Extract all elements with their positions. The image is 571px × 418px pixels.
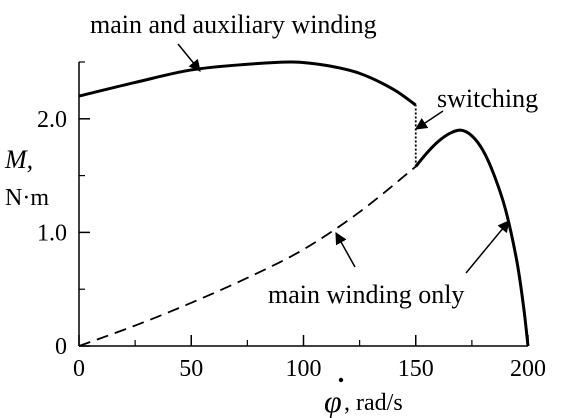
annotation-switching: switching xyxy=(437,84,538,113)
annotations: main and auxiliary winding switching mai… xyxy=(90,10,538,309)
x-axis-title: φ , rad/s xyxy=(324,378,403,418)
y-tick-label-2-0: 2.0 xyxy=(37,107,67,133)
y-axis-title: M, N·m xyxy=(4,145,49,211)
time-derivative-dot xyxy=(339,378,343,382)
y-axis-symbol: M, xyxy=(4,145,33,174)
annotation-arrow-main-winding-only-right xyxy=(466,221,509,273)
annotation-arrow-main-and-auxiliary xyxy=(178,44,200,71)
y-axis-unit: N·m xyxy=(5,185,49,211)
series-main-winding-only-dashed-line xyxy=(79,167,416,346)
y-tick-label-1-0: 1.0 xyxy=(37,220,67,246)
annotation-arrow-main-winding-only-left xyxy=(336,233,355,267)
x-axis-symbol: φ xyxy=(324,383,342,418)
y-tick-label-0: 0 xyxy=(55,334,67,360)
x-tick-label-200: 200 xyxy=(510,356,546,382)
x-axis-unit: , rad/s xyxy=(344,390,403,416)
tick-labels: 0 50 100 150 200 0 1.0 2.0 xyxy=(37,107,546,382)
annotation-main-and-auxiliary: main and auxiliary winding xyxy=(90,10,377,39)
x-tick-label-150: 150 xyxy=(398,356,434,382)
x-tick-label-100: 100 xyxy=(286,356,322,382)
x-tick-label-0: 0 xyxy=(73,356,85,382)
x-tick-label-50: 50 xyxy=(179,356,203,382)
annotation-arrow-switching xyxy=(416,111,443,129)
series-main-winding-only-solid-line xyxy=(416,130,528,346)
annotation-main-winding-only: main winding only xyxy=(268,280,464,309)
series-main-and-auxiliary-winding-solid-line xyxy=(79,62,416,105)
